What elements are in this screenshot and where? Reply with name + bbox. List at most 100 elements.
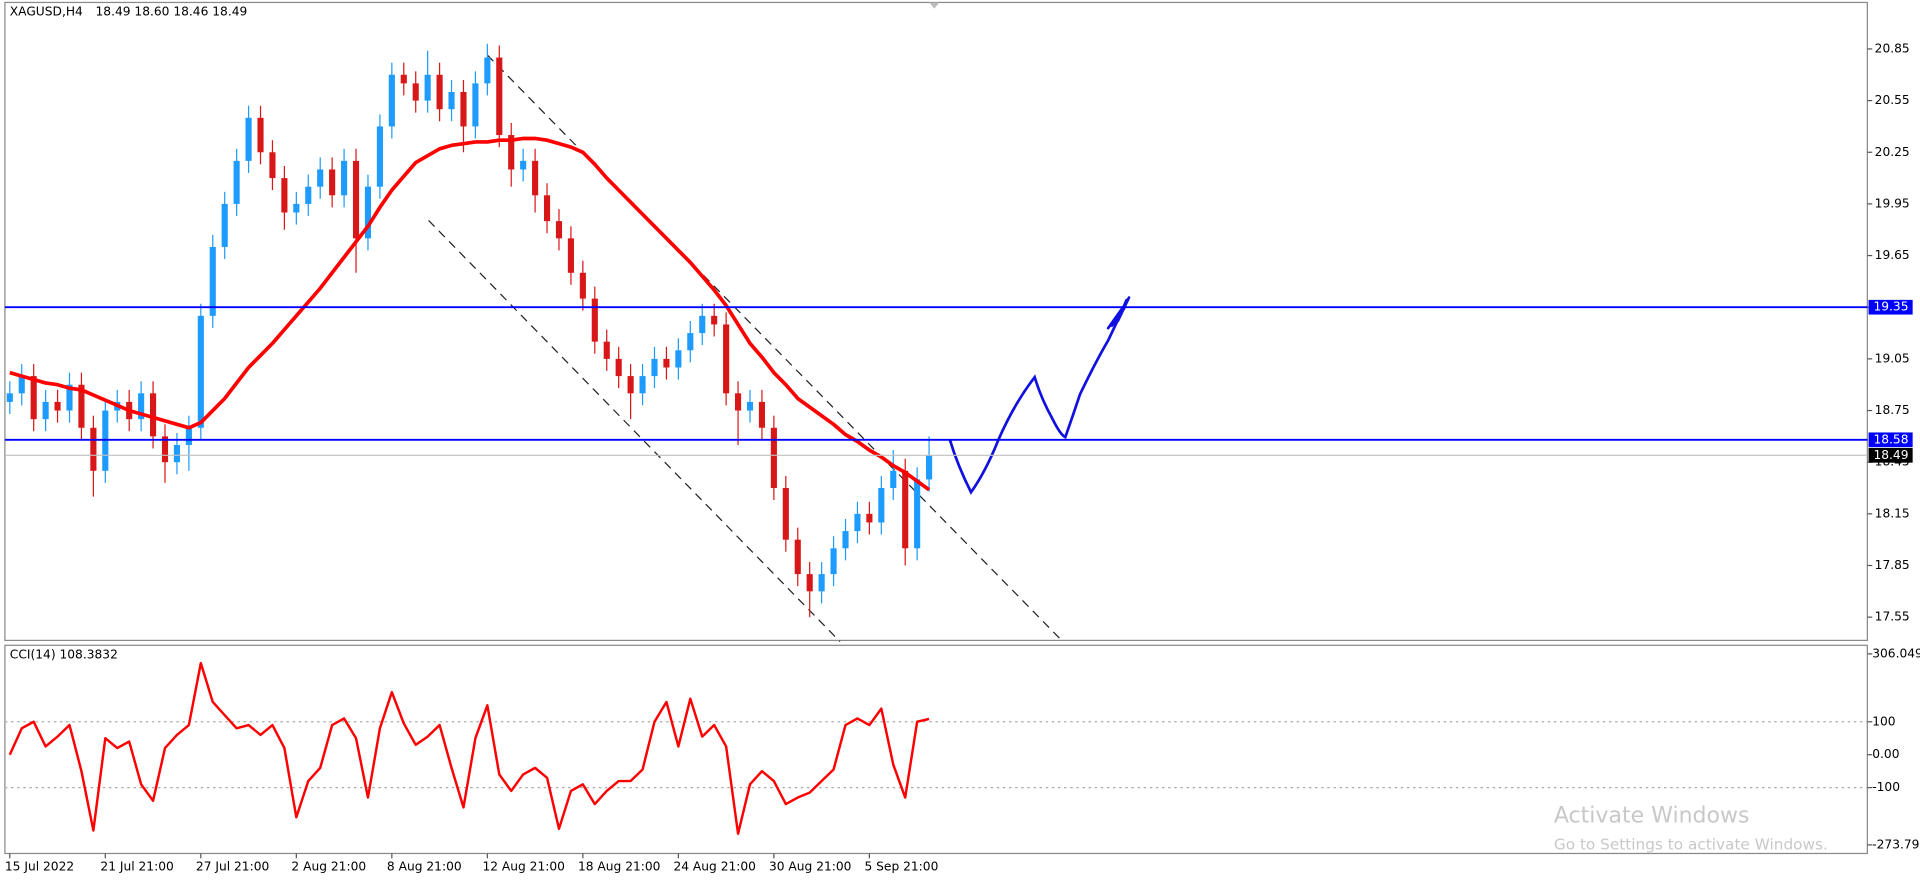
y-tick-label: 20.55: [1875, 93, 1910, 107]
x-tick-label: 27 Jul 21:00: [196, 859, 269, 873]
level-price-label: 19.35: [1873, 300, 1908, 314]
candle-body: [18, 376, 25, 394]
moving-average-line: [9, 136, 931, 492]
candle-body: [329, 169, 336, 196]
candle-body: [281, 178, 288, 213]
candle-body: [293, 203, 300, 213]
candle-body: [902, 470, 909, 549]
candle-body: [54, 401, 61, 411]
y-tick-label: 18.15: [1875, 506, 1910, 520]
candle-body: [185, 427, 192, 445]
candle-body: [472, 83, 479, 127]
candle-body: [460, 91, 467, 127]
candle-body: [400, 74, 407, 84]
level-price-label: 18.58: [1873, 432, 1908, 446]
y-tick-label: 17.55: [1875, 610, 1910, 624]
candle-body: [364, 186, 372, 239]
x-tick-label: 18 Aug 21:00: [578, 859, 661, 873]
candle-body: [603, 341, 610, 359]
last-price-box: [1868, 447, 1913, 463]
candle-body: [173, 444, 181, 463]
candle-body: [257, 117, 264, 153]
candle-body: [305, 186, 312, 204]
candle-body: [615, 358, 622, 377]
level-price-box: [1868, 432, 1913, 448]
candle-body: [436, 74, 443, 110]
candle-body: [687, 333, 694, 351]
x-tick-label: 24 Aug 21:00: [673, 859, 756, 873]
candle-body: [830, 548, 837, 575]
candle-body: [735, 393, 742, 411]
level-price-box: [1868, 299, 1913, 315]
candle-body: [42, 401, 49, 420]
candle-body: [794, 539, 801, 575]
candle-body: [78, 384, 85, 428]
x-tick-label: 2 Aug 21:00: [291, 859, 366, 873]
x-tick-label: 12 Aug 21:00: [482, 859, 565, 873]
candle-body: [806, 574, 813, 592]
watermark-text: Go to Settings to activate Windows.: [1554, 835, 1828, 853]
candle-body: [484, 57, 491, 84]
candle-body: [388, 74, 395, 127]
candle-body: [448, 91, 455, 110]
candle-body: [770, 427, 777, 489]
candle-body: [746, 401, 754, 411]
last-price-label: 18.49: [1873, 448, 1908, 462]
candle-body: [651, 358, 658, 377]
y-tick-label: 20.25: [1875, 145, 1910, 159]
forecast-arrow-drawing: [948, 296, 1131, 495]
candle-body: [914, 479, 921, 549]
candle-body: [579, 272, 586, 299]
candle-body: [711, 315, 718, 325]
candle-body: [842, 531, 849, 549]
channel-lower-line: [428, 219, 841, 643]
candle-body: [352, 160, 360, 239]
y-tick-label: 306.049: [1872, 646, 1920, 660]
candle-body: [150, 393, 157, 437]
candle-body: [66, 384, 73, 411]
x-tick-label: 30 Aug 21:00: [769, 859, 852, 873]
candle-body: [317, 169, 324, 187]
candle-body: [866, 513, 873, 523]
candle-body: [209, 246, 216, 316]
y-tick-label: 100: [1872, 714, 1895, 728]
x-tick-label: 15 Jul 2022: [5, 859, 74, 873]
y-tick-label: 18.75: [1875, 403, 1910, 417]
candle-body: [424, 74, 431, 101]
candle-body: [30, 376, 37, 420]
candle-body: [412, 83, 419, 101]
candle-body: [878, 488, 885, 523]
candle-body: [532, 160, 539, 196]
candle-body: [723, 324, 730, 394]
candle-body: [221, 203, 228, 247]
x-tick-label: 21 Jul 21:00: [100, 859, 173, 873]
candle-body: [591, 298, 598, 342]
candle-body: [245, 117, 252, 161]
scroll-marker: [929, 2, 940, 9]
candle-body: [197, 315, 204, 428]
y-tick-label: 20.85: [1875, 41, 1910, 55]
y-tick-label: 19.65: [1875, 248, 1910, 262]
candle-body: [818, 574, 825, 592]
candle-body: [543, 195, 551, 222]
y-tick-label: -100: [1872, 780, 1900, 794]
candle-body: [376, 126, 383, 187]
candle-body: [520, 160, 527, 170]
y-tick-label: 19.95: [1875, 196, 1910, 210]
y-tick-label: 0.00: [1872, 747, 1899, 761]
candle-body: [90, 427, 97, 471]
candle-body: [233, 160, 240, 204]
candle-body: [138, 393, 145, 420]
candle-body: [639, 376, 646, 394]
candle-body: [758, 401, 766, 428]
x-tick-label: 5 Sep 21:00: [864, 859, 938, 873]
y-tick-label: 17.85: [1875, 558, 1910, 572]
candle-body: [161, 436, 169, 463]
main-pane-frame: [4, 1, 1868, 642]
watermark-title: Activate Windows: [1554, 804, 1750, 829]
x-tick-label: 8 Aug 21:00: [387, 859, 462, 873]
indicator-title: CCI(14) 108.3832: [10, 648, 118, 662]
y-tick-label: 19.05: [1875, 351, 1910, 365]
